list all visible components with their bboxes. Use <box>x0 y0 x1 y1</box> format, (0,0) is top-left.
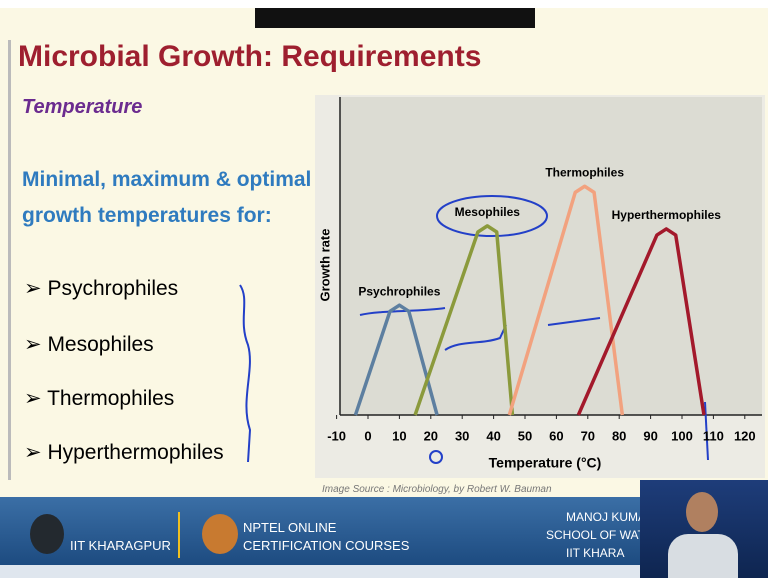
plot-area <box>340 97 762 415</box>
nptel-logo <box>202 514 238 554</box>
webcam-feed <box>640 480 768 578</box>
presenter-body <box>668 534 738 578</box>
x-tick-label: 40 <box>486 428 500 443</box>
x-tick-label: 80 <box>612 428 626 443</box>
taskbar[interactable] <box>0 565 640 578</box>
footer-institute: IIT KHARAGPUR <box>70 538 171 553</box>
footer-presenter: MANOJ KUMA <box>566 510 646 524</box>
x-tick-label: 100 <box>671 428 693 443</box>
x-tick-label: 70 <box>581 428 595 443</box>
x-tick-label: 20 <box>424 428 438 443</box>
x-tick-label: -10 <box>327 428 346 443</box>
presenter-face <box>686 492 718 532</box>
footer-presenter: IIT KHARA <box>566 546 624 560</box>
footer-course: NPTEL ONLINE <box>243 520 336 535</box>
footer-course: CERTIFICATION COURSES <box>243 538 409 553</box>
x-tick-label: 0 <box>364 428 371 443</box>
footer-divider <box>178 512 180 558</box>
x-tick-label: 30 <box>455 428 469 443</box>
slide: Microbial Growth: Requirements Temperatu… <box>0 0 768 578</box>
curve-label: Thermophiles <box>545 165 624 179</box>
curve-label: Hyperthermophiles <box>612 208 722 222</box>
curve-label: Mesophiles <box>455 205 521 219</box>
iit-logo <box>30 514 64 554</box>
footer-presenter: SCHOOL OF WATE <box>546 528 653 542</box>
x-tick-label: 50 <box>518 428 532 443</box>
x-tick-label: 110 <box>703 428 724 443</box>
curve-label: Psychrophiles <box>358 284 440 298</box>
x-tick-label: 90 <box>643 428 657 443</box>
x-tick-label: 60 <box>549 428 563 443</box>
x-tick-label: 10 <box>392 428 406 443</box>
x-tick-label: 120 <box>734 428 756 443</box>
x-axis-label: Temperature (°C) <box>489 455 602 471</box>
y-axis-label: Growth rate <box>317 229 332 302</box>
